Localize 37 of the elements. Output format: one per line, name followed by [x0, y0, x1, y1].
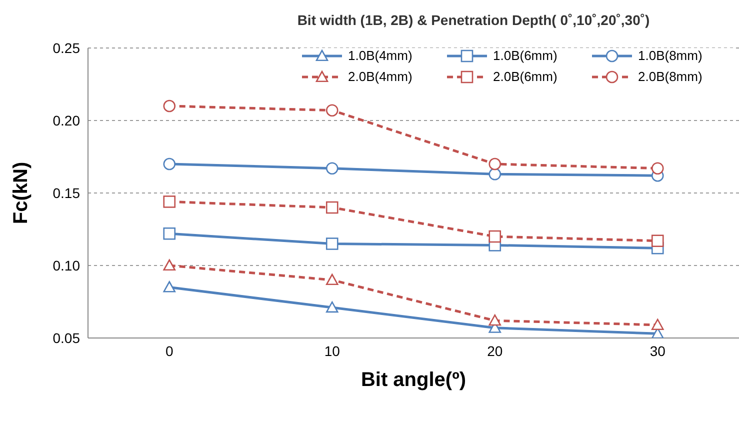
legend-label: 1.0B(8mm): [638, 48, 702, 63]
y-tick-label: 0.20: [52, 112, 80, 128]
point: [163, 259, 176, 271]
y-tick-label: 0.25: [52, 40, 80, 56]
point: [326, 238, 338, 250]
point: [488, 314, 502, 326]
point: [651, 162, 664, 174]
point: [488, 230, 502, 243]
point: [163, 227, 176, 240]
legend-label: 2.0B(4mm): [348, 69, 412, 84]
legend-label: 2.0B(8mm): [638, 69, 702, 84]
point: [326, 301, 338, 313]
point: [163, 100, 176, 112]
point: [163, 158, 176, 170]
point: [163, 281, 176, 292]
x-tick-label: 30: [650, 342, 666, 359]
x-tick-label: 20: [487, 342, 503, 359]
y-axis-title: Fc(kN): [10, 162, 32, 224]
legend-label: 1.0B(6mm): [493, 48, 558, 63]
y-tick-label: 0.05: [52, 330, 80, 346]
legend-label: 2.0B(6mm): [493, 69, 558, 84]
legend-label: 1.0B(4mm): [348, 48, 412, 63]
x-axis-title: Bit angle(º): [360, 369, 466, 391]
chart-title: Bit width (1B, 2B) & Penetration Depth( 0˚,10˚,20˚,30˚): [296, 12, 651, 28]
point: [488, 168, 502, 180]
point: [326, 162, 338, 174]
y-tick-label: 0.15: [52, 184, 80, 201]
point: [488, 158, 502, 170]
point: [326, 201, 338, 214]
x-tick-label: 10: [324, 342, 340, 359]
point: [326, 104, 338, 116]
x-tick-label: 0: [165, 342, 174, 359]
point: [651, 318, 664, 330]
point: [651, 234, 664, 247]
point: [163, 196, 176, 208]
point: [326, 274, 338, 286]
y-tick-label: 0.10: [52, 257, 80, 274]
